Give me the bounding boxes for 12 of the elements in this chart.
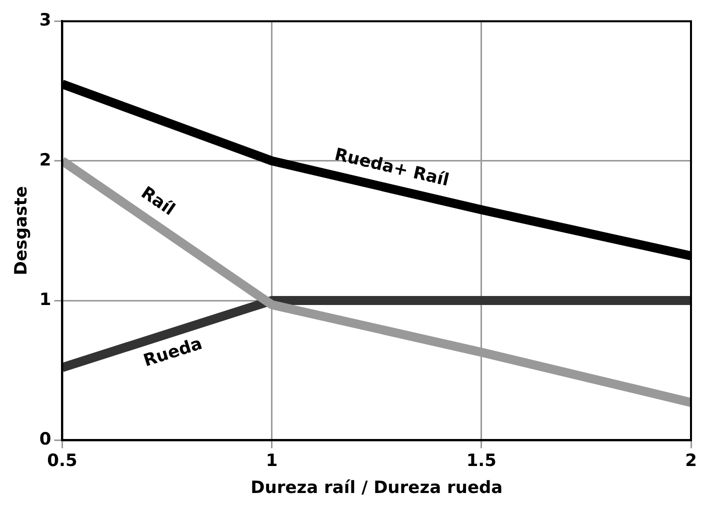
x-tick-label: 0.5 bbox=[47, 450, 78, 471]
y-tick-label: 1 bbox=[39, 290, 52, 310]
x-tick-label: 1.5 bbox=[466, 450, 496, 471]
y-tick-label: 2 bbox=[39, 150, 52, 170]
y-axis-title: Desgaste bbox=[12, 186, 32, 276]
x-axis-title: Dureza raíl / Dureza rueda bbox=[250, 478, 503, 498]
x-tick-label: 1 bbox=[266, 450, 278, 471]
text: Rueda bbox=[141, 334, 205, 372]
text: Rueda+ Raíl bbox=[332, 144, 451, 191]
x-tick-label: 2 bbox=[685, 450, 697, 471]
y-tick-label: 3 bbox=[39, 10, 52, 31]
y-tick-label: 0 bbox=[39, 430, 52, 450]
